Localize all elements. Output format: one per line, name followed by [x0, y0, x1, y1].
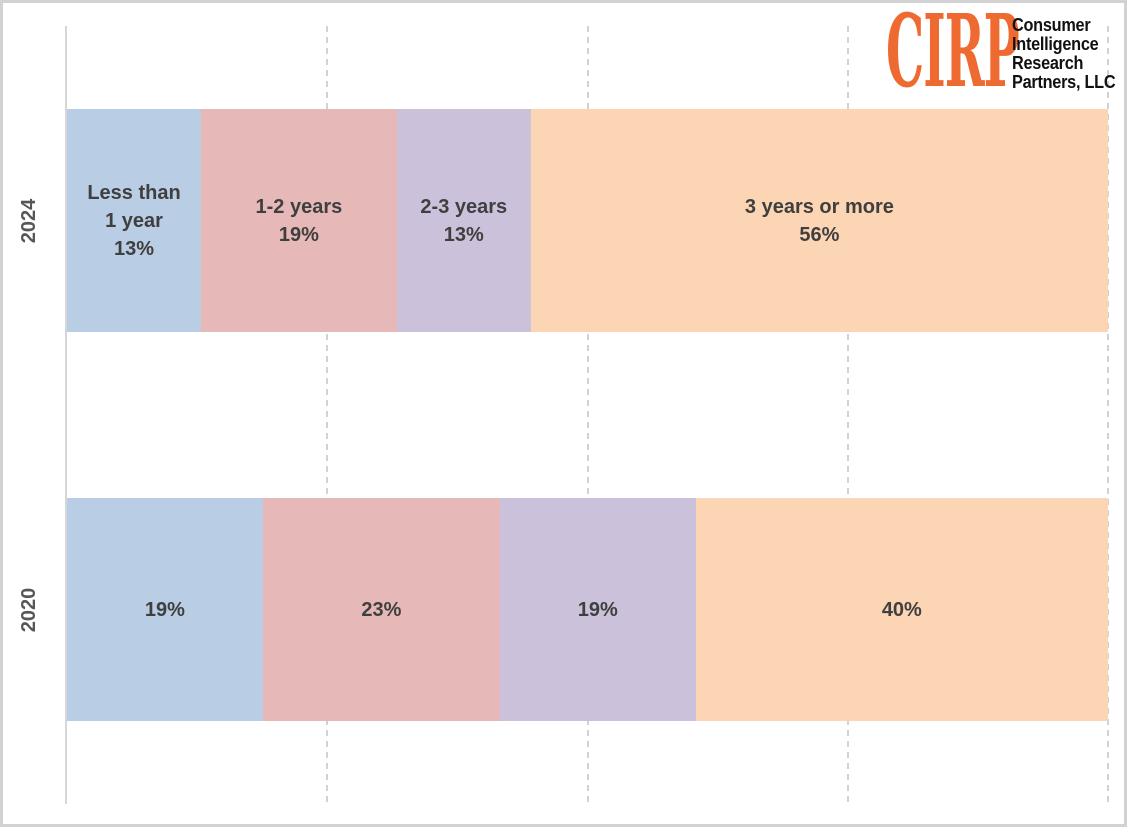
- bar-segment-label: 3 years or more: [744, 195, 894, 218]
- bar-row-2024: Less than 1 year 13% 1-2 years 19% 2-3 years 1…: [67, 109, 1108, 332]
- bar-segment-label: 19%: [144, 598, 185, 621]
- bar-segment-label: 13%: [113, 237, 154, 260]
- bar-segment: 19%: [499, 498, 696, 721]
- bar-segment: 19%: [67, 498, 263, 721]
- bar-segment: 40%: [695, 498, 1108, 721]
- bar-segment-label: 23%: [361, 598, 402, 621]
- cirp-logo-acronym-wrap: CIRP: [886, 3, 1020, 101]
- plot-area: Less than 1 year 13% 1-2 years 19% 2-3 years 1…: [67, 26, 1109, 804]
- bar-segment-label: Less than: [87, 181, 181, 204]
- cirp-logo: CIRP Consumer Intelligence Research Part…: [886, 3, 1124, 101]
- bar-segment: 2-3 years 13%: [396, 109, 531, 332]
- bar-segment: Less than 1 year 13%: [67, 109, 201, 332]
- gridline-50pct: [586, 26, 589, 804]
- bar-segment: 23%: [262, 498, 500, 721]
- bar-segment: 1-2 years 19%: [200, 109, 397, 332]
- cirp-logo-name: Consumer Intelligence Research Partners,…: [1012, 14, 1124, 92]
- gridline-25pct: [326, 26, 329, 804]
- bar-segment-label: 40%: [881, 598, 922, 621]
- bar-row-2020: 19% 23% 19% 40%: [67, 498, 1108, 721]
- gridline-75pct: [846, 26, 849, 804]
- gridline-100pct: [1107, 26, 1109, 804]
- y-axis-label-2024: 2024: [18, 198, 40, 243]
- bar-segment-label: 1 year: [105, 209, 163, 232]
- y-axis-label-2020: 2020: [18, 587, 40, 632]
- cirp-logo-name-line: Research: [1012, 52, 1084, 73]
- bar-segment-label: 1-2 years: [255, 195, 343, 218]
- bar-segment-label: 13%: [443, 223, 484, 246]
- cirp-logo-acronym: CIRP: [886, 0, 1020, 110]
- cirp-logo-name-line: Partners, LLC: [1012, 71, 1116, 92]
- cirp-logo-name-line: Intelligence: [1012, 33, 1099, 54]
- bar-segment-label: 19%: [278, 223, 319, 246]
- cirp-logo-name-line: Consumer: [1012, 14, 1091, 35]
- bar-segment: 3 years or more 56%: [530, 109, 1108, 332]
- y-axis-line: [65, 26, 67, 804]
- bar-segment-label: 56%: [799, 223, 840, 246]
- bar-segment-label: 2-3 years: [420, 195, 508, 218]
- bar-segment-label: 19%: [577, 598, 618, 621]
